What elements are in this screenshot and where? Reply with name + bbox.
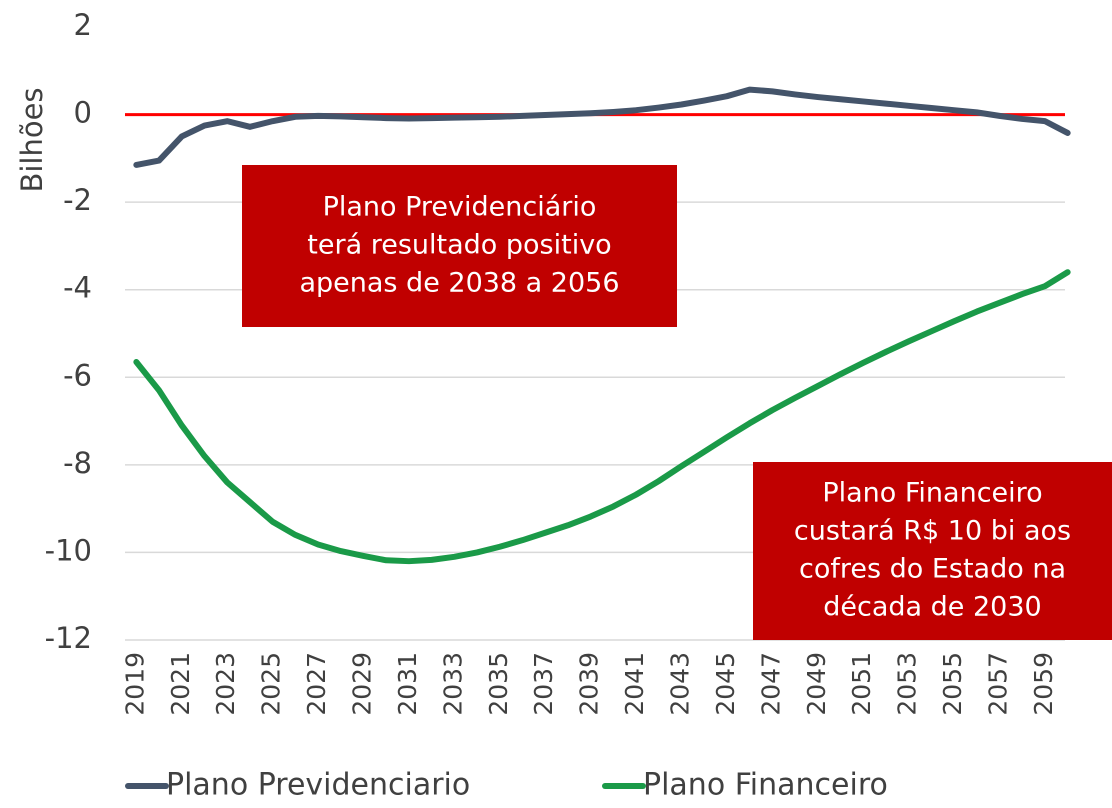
annotation-text: custará R$ 10 bi aos — [794, 516, 1071, 547]
series-line — [133, 86, 1071, 168]
x-tick-label: 2057 — [984, 652, 1013, 716]
y-tick-label: 0 — [74, 96, 92, 130]
y-axis-label: Bilhões — [15, 87, 49, 192]
x-tick-label: 2059 — [1029, 652, 1058, 716]
annotation-box — [242, 165, 677, 327]
y-tick-label: -6 — [63, 358, 92, 392]
annotation-text: cofres do Estado na — [799, 554, 1066, 585]
x-tick-label: 2045 — [711, 652, 740, 716]
x-tick-label: 2029 — [348, 652, 377, 716]
x-tick-label: 2027 — [302, 652, 331, 716]
x-tick-label: 2037 — [529, 652, 558, 716]
x-tick-label: 2021 — [166, 652, 195, 716]
annotation-text: Plano Financeiro — [822, 478, 1042, 509]
legend-label: Plano Previdenciario — [166, 768, 470, 803]
y-tick-label: -10 — [45, 533, 92, 567]
y-tick-label: -8 — [63, 446, 92, 480]
y-tick-label: -12 — [45, 621, 92, 655]
x-tick-label: 2031 — [393, 652, 422, 716]
annotation-text: apenas de 2038 a 2056 — [299, 268, 619, 299]
x-tick-label: 2035 — [484, 652, 513, 716]
series-line — [133, 269, 1071, 565]
annotation-text: terá resultado positivo — [307, 230, 611, 261]
annotation-text: década de 2030 — [823, 592, 1041, 623]
x-tick-label: 2051 — [847, 652, 876, 716]
x-tick-label: 2033 — [438, 652, 467, 716]
y-tick-label: -2 — [63, 183, 92, 217]
x-tick-label: 2023 — [211, 652, 240, 716]
x-tick-label: 2019 — [120, 652, 149, 716]
x-tick-label: 2049 — [802, 652, 831, 716]
x-tick-label: 2025 — [257, 652, 286, 716]
x-tick-label: 2047 — [756, 652, 785, 716]
annotation-box — [753, 462, 1112, 640]
x-tick-label: 2055 — [938, 652, 967, 716]
x-tick-label: 2039 — [575, 652, 604, 716]
x-tick-label: 2041 — [620, 652, 649, 716]
x-tick-label: 2053 — [893, 652, 922, 716]
x-tick-label: 2043 — [666, 652, 695, 716]
legend-label: Plano Financeiro — [643, 768, 888, 803]
annotation-text: Plano Previdenciário — [323, 192, 597, 223]
y-tick-label: 2 — [74, 8, 92, 42]
y-tick-label: -4 — [63, 271, 92, 305]
